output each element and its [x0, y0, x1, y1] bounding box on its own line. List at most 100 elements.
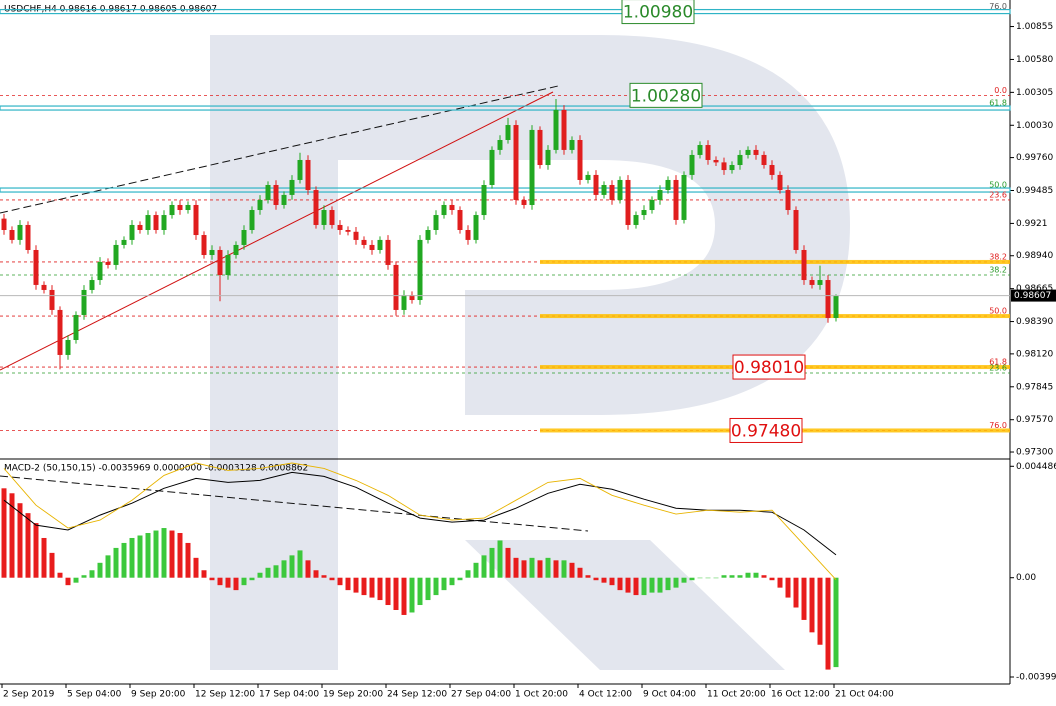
candle-body [721, 162, 727, 171]
candle-body [753, 149, 759, 155]
macd-bar [705, 577, 711, 579]
y-tick-label: 1.00030 [1016, 121, 1053, 131]
y-tick-label: 0.98120 [1016, 349, 1053, 359]
level-zone [540, 259, 1010, 264]
macd-bar [105, 555, 111, 578]
macd-bar [801, 577, 807, 620]
macd-bar [689, 577, 695, 581]
x-tick-label: 16 Oct 12:00 [771, 690, 830, 700]
level-label: 61.8 [989, 358, 1007, 367]
candle-body [617, 179, 623, 200]
level-band [0, 105, 1011, 111]
candle-body [833, 295, 839, 318]
candle-body [585, 174, 591, 180]
candle-body [153, 215, 159, 230]
macd-bar [745, 572, 751, 578]
candle-body [801, 249, 807, 281]
macd-bar [729, 575, 735, 578]
candle-body [145, 215, 151, 230]
macd-bar [417, 577, 423, 606]
candle-body [809, 280, 815, 285]
candle-body [17, 224, 23, 240]
candle-body [185, 204, 191, 211]
candle-body [593, 174, 599, 195]
macd-bar [265, 567, 271, 578]
candle-body [289, 179, 295, 195]
x-tick-label: 9 Sep 20:00 [131, 690, 186, 700]
macd-bar [113, 547, 119, 578]
macd-bar [9, 493, 15, 578]
macd-bar [753, 572, 759, 578]
macd-bar [601, 577, 607, 583]
y-tick-label: 0.98665 [1016, 284, 1053, 294]
y-tick-label: 0.97570 [1016, 415, 1053, 425]
price-box [729, 417, 803, 443]
macd-bar [697, 577, 703, 579]
candle-body [41, 284, 47, 290]
x-tick-label: 1 Oct 20:00 [515, 690, 568, 700]
candle-body [529, 129, 535, 205]
macd-bar [393, 577, 399, 610]
macd-bar [433, 577, 439, 596]
level-label: 50.0 [989, 307, 1007, 316]
macd-bar [561, 560, 567, 578]
candle-body [89, 280, 95, 290]
macd-bar [721, 575, 727, 578]
candle-body [489, 149, 495, 185]
candle-body [73, 314, 79, 340]
level-band [0, 8, 1011, 15]
candle-body [793, 210, 799, 250]
macd-bar [777, 577, 783, 588]
candle-body [649, 199, 655, 211]
candle-body [745, 149, 751, 155]
candle-body [385, 239, 391, 265]
candle-body [233, 244, 239, 256]
macd-bar [345, 577, 351, 591]
candle-body [425, 230, 431, 240]
candle-body [25, 224, 31, 250]
macd-bar [505, 547, 511, 578]
macd-bar [121, 542, 127, 578]
macd-bar [641, 577, 647, 596]
candle-body [265, 184, 271, 200]
candle-body [225, 255, 231, 276]
macd-bar [553, 560, 559, 578]
level-zone [540, 314, 1010, 319]
macd-bar [289, 555, 295, 578]
x-tick-label: 24 Sep 12:00 [387, 690, 447, 700]
candle-body [569, 139, 575, 150]
macd-bar [585, 575, 591, 578]
y-tick-label: 0.9921 [1016, 219, 1048, 229]
macd-bar [569, 562, 575, 578]
level-label: 76.0 [989, 421, 1007, 430]
macd-bar [201, 570, 207, 578]
candle-body [361, 239, 367, 245]
candle-body [353, 231, 359, 240]
candle-body [81, 289, 87, 315]
candle-body [369, 244, 375, 250]
candle-body [177, 204, 183, 211]
macd-bar [657, 577, 663, 593]
y-tick-label: 1.00305 [1016, 88, 1053, 98]
candle-body [817, 280, 823, 285]
candle-body [505, 125, 511, 140]
level-label: 38.2 [989, 252, 1007, 261]
macd-bar [65, 577, 71, 586]
macd-line [3, 462, 837, 581]
candle-body [113, 244, 119, 265]
macd-bar [825, 577, 831, 670]
macd-line [3, 471, 837, 556]
candle-body [345, 230, 351, 232]
macd-bar [425, 577, 431, 601]
macd-bar [457, 577, 463, 581]
macd-bar [49, 552, 55, 578]
level-band [0, 187, 1011, 193]
candle-body [737, 154, 743, 166]
macd-bar [633, 577, 639, 596]
candle-body [409, 294, 415, 301]
candle-body [129, 224, 135, 240]
x-tick-label: 4 Oct 12:00 [579, 690, 632, 700]
candle-body [97, 261, 103, 281]
candle-body [321, 210, 327, 225]
